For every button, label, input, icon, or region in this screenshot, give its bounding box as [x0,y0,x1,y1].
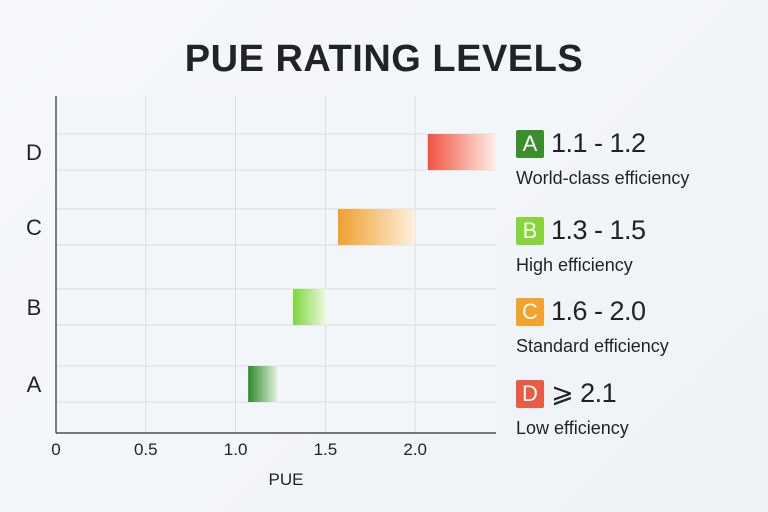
legend-badge-a: A [516,129,544,158]
legend-desc-d: Low efficiency [516,418,629,438]
y-tick-label-d: D [26,140,42,165]
legend-desc-a: World-class efficiency [516,168,690,188]
legend-badge-b: B [516,216,544,245]
legend-range-d: ⩾ 2.1 [551,378,617,408]
chart-title: PUE RATING LEVELS [184,38,584,80]
legend-item-d: D ⩾ 2.1 Low efficiency [516,378,629,439]
legend-desc-c: Standard efficiency [516,336,669,356]
x-tick-label: 0 [51,440,60,459]
legend-desc-b: High efficiency [516,255,633,275]
x-tick-label: 1.5 [314,440,338,459]
bar-d [427,134,496,170]
y-tick-label-b: B [27,295,42,320]
legend-item-a: A 1.1 - 1.2 World-class efficiency [516,128,689,189]
legend-item-b: B 1.3 - 1.5 High efficiency [516,215,646,276]
x-axis-label: PUE [269,470,304,489]
legend-range-b: 1.3 - 1.5 [551,215,646,245]
bar-b [293,289,328,325]
bar-a [248,366,277,402]
x-tick-label: 1.0 [224,440,248,459]
legend-range-a: 1.1 - 1.2 [551,128,646,158]
legend-range-c: 1.6 - 2.0 [551,296,646,326]
y-tick-label-c: C [26,215,42,240]
bar-c [337,209,416,245]
legend-badge-d: D [516,379,544,408]
legend-item-c: C 1.6 - 2.0 Standard efficiency [516,296,669,357]
y-tick-label-a: A [27,372,42,397]
x-tick-label: 0.5 [134,440,158,459]
legend-badge-c: C [516,297,544,326]
x-tick-label: 2.0 [403,440,427,459]
